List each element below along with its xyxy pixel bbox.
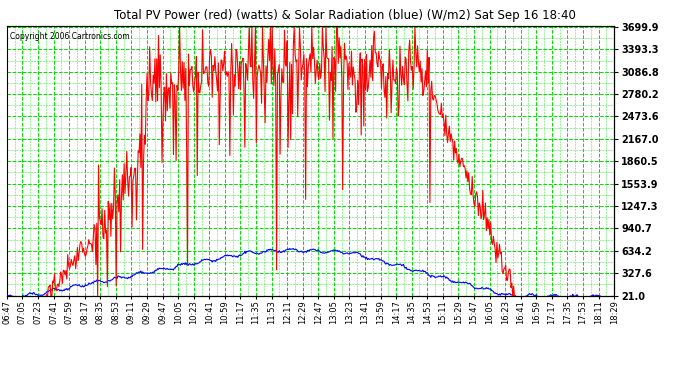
Text: Total PV Power (red) (watts) & Solar Radiation (blue) (W/m2) Sat Sep 16 18:40: Total PV Power (red) (watts) & Solar Rad…	[114, 9, 576, 22]
Text: Copyright 2006 Cartronics.com: Copyright 2006 Cartronics.com	[10, 32, 130, 40]
